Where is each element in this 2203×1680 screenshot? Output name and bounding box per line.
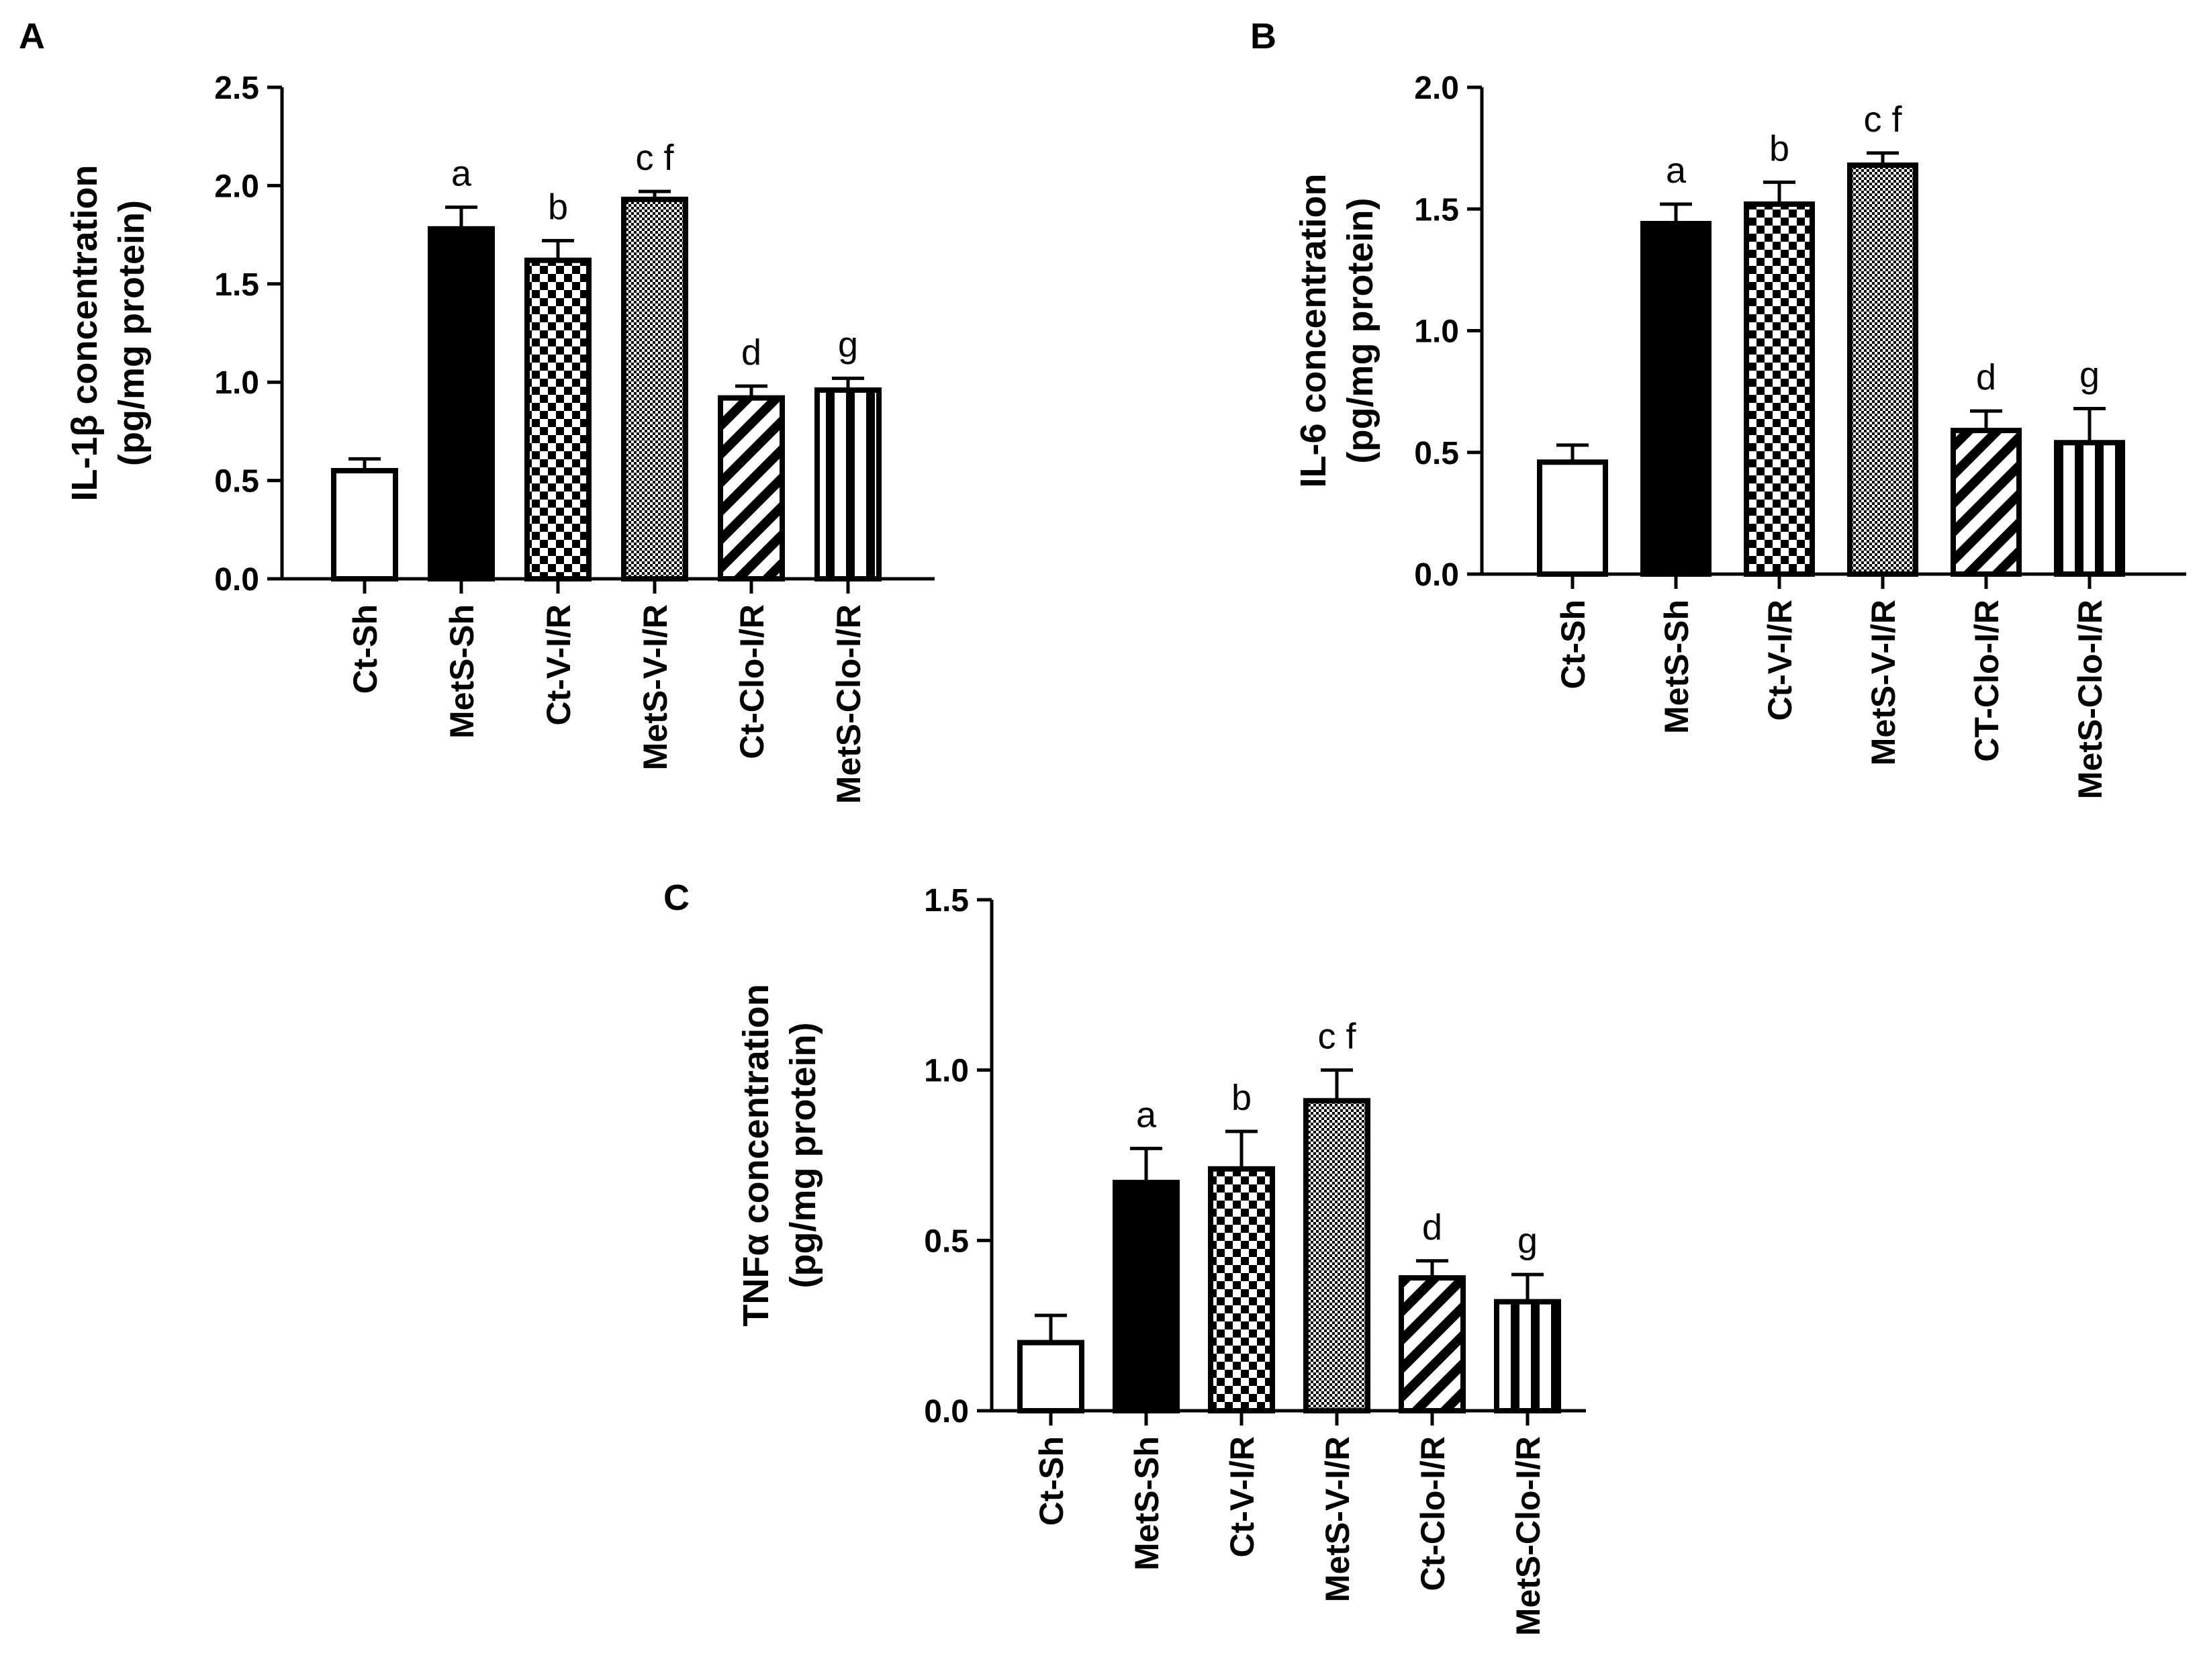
panel-c-bar-6	[1494, 1299, 1561, 1413]
panel-a-sig-label: b	[548, 187, 568, 227]
panel-b-x-tick-label: CT-Clo-I/R	[1968, 600, 2006, 762]
panel-c-y-axis-units: (pg/mg protein)	[783, 1023, 823, 1289]
panel-a-y-tick-label: 0.5	[214, 464, 259, 500]
panel-a-y-tick-label: 2.5	[214, 71, 259, 106]
panel-b-y-tick-label: 1.5	[1414, 192, 1459, 228]
panel-b-chart: B 0.0 0.5 1.0 1.5 2.0 IL-6 concentration (pg/mg…	[1250, 16, 2186, 799]
panel-c-bar-4	[1303, 1098, 1370, 1413]
panel-a-bar-1	[331, 467, 398, 582]
panel-c-x-tick-label: MetS-Sh	[1128, 1436, 1166, 1571]
panel-a-x-tick-label: MetS-Clo-I/R	[830, 604, 868, 804]
panel-c-x-tick-label: MetS-Clo-I/R	[1509, 1436, 1547, 1636]
panel-c-chart: C 0.0 0.5 1.0 1.5 TNFα concentration (pg/mg pr…	[663, 878, 1586, 1636]
panel-c-y-tick-label: 1.5	[924, 883, 969, 919]
panel-c-y-tick-label: 0.5	[924, 1223, 969, 1259]
panel-c-x-tick-label: Ct-Clo-I/R	[1414, 1436, 1452, 1591]
panel-c-sig-label: a	[1136, 1094, 1157, 1135]
panel-a-bar-2	[428, 226, 495, 582]
panel-c-sig-label: b	[1231, 1078, 1252, 1118]
panel-c-x-tick-label: Ct-V-I/R	[1223, 1436, 1261, 1558]
panel-b-sig-label: c f	[1863, 99, 1902, 140]
panel-b-y-tick-label: 1.0	[1414, 314, 1459, 350]
panel-c-bar-1	[1017, 1340, 1084, 1413]
panel-b-x-tick-label: Ct-V-I/R	[1761, 600, 1799, 721]
panel-a-y-axis-units: (pg/mg protein)	[111, 200, 152, 466]
panel-a-bar-4	[621, 196, 688, 581]
panel-a-y-tick-label: 0.0	[214, 562, 259, 598]
panel-a-x-tick-label: Ct-Clo-I/R	[733, 604, 771, 759]
panel-b-sig-label: g	[2079, 355, 2100, 395]
panel-b-y-tick-label: 0.0	[1414, 557, 1459, 593]
panel-c-y-axis-title: TNFα concentration	[736, 984, 776, 1326]
panel-a-x-tick-label: MetS-Sh	[443, 604, 481, 739]
panel-c-sig-label: g	[1517, 1221, 1538, 1261]
panel-c-bar-2	[1113, 1180, 1180, 1413]
panel-c-bar-5	[1399, 1275, 1466, 1414]
panel-c-sig-label: d	[1422, 1207, 1442, 1248]
panel-a-y-tick-label: 2.0	[214, 169, 259, 204]
panel-a-chart: A 0.0 0.5 1.0 1.5 2.0 2.5 IL-1β concentration (p…	[19, 16, 935, 804]
panel-c-y-tick-label: 1.0	[924, 1054, 969, 1089]
panel-c-y-tick-label: 0.0	[924, 1394, 969, 1430]
panel-a-y-axis-title: IL-1β concentration	[64, 165, 105, 501]
panel-a-y-tick-label: 1.5	[214, 267, 259, 303]
panel-b-bar-2	[1640, 221, 1712, 577]
panel-b-bar-1	[1537, 459, 1608, 577]
panel-a-sig-label: g	[838, 324, 858, 365]
panel-b-x-tick-label: MetS-V-I/R	[1865, 600, 1902, 765]
panel-b-bar-6	[2054, 440, 2125, 577]
panel-a-sig-label: c f	[635, 138, 674, 178]
panel-b-x-tick-label: Ct-Sh	[1554, 600, 1592, 689]
panel-a-sig-label: d	[741, 332, 761, 373]
panel-b-sig-label: d	[1976, 357, 1996, 398]
panel-c-x-tick-label: Ct-Sh	[1033, 1436, 1070, 1526]
panel-b-bar-3	[1744, 201, 1815, 577]
panel-b-y-tick-label: 2.0	[1414, 71, 1459, 106]
panel-c-letter: C	[663, 878, 690, 918]
panel-b-x-tick-label: MetS-Sh	[1658, 600, 1695, 734]
panel-c-bar-3	[1208, 1166, 1275, 1413]
panel-a-bar-5	[718, 395, 785, 582]
panel-a-x-tick-label: Ct-Sh	[346, 604, 384, 694]
panel-b-y-tick-label: 0.5	[1414, 436, 1459, 471]
panel-c-x-tick-label: MetS-V-I/R	[1319, 1436, 1356, 1602]
panel-b-sig-label: b	[1769, 128, 1789, 169]
panel-b-x-tick-label: MetS-Clo-I/R	[2071, 600, 2109, 799]
panel-b-bar-5	[1951, 428, 2022, 577]
panel-b-y-axis-title: IL-6 concentration	[1293, 173, 1333, 487]
panel-a-x-tick-label: Ct-V-I/R	[540, 604, 577, 726]
panel-b-sig-label: a	[1666, 150, 1687, 191]
panel-a-bar-3	[524, 257, 592, 581]
panel-a-y-tick-label: 1.0	[214, 365, 259, 401]
panel-a-x-tick-label: MetS-V-I/R	[637, 604, 674, 770]
panel-b-y-axis-units: (pg/mg protein)	[1340, 198, 1380, 464]
panel-b-bar-4	[1847, 162, 1918, 577]
panel-c-sig-label: c f	[1317, 1017, 1356, 1057]
panel-b-letter: B	[1250, 16, 1276, 56]
panel-a-sig-label: a	[451, 154, 472, 194]
panel-a-bar-6	[814, 387, 882, 581]
panel-a-letter: A	[19, 16, 45, 56]
